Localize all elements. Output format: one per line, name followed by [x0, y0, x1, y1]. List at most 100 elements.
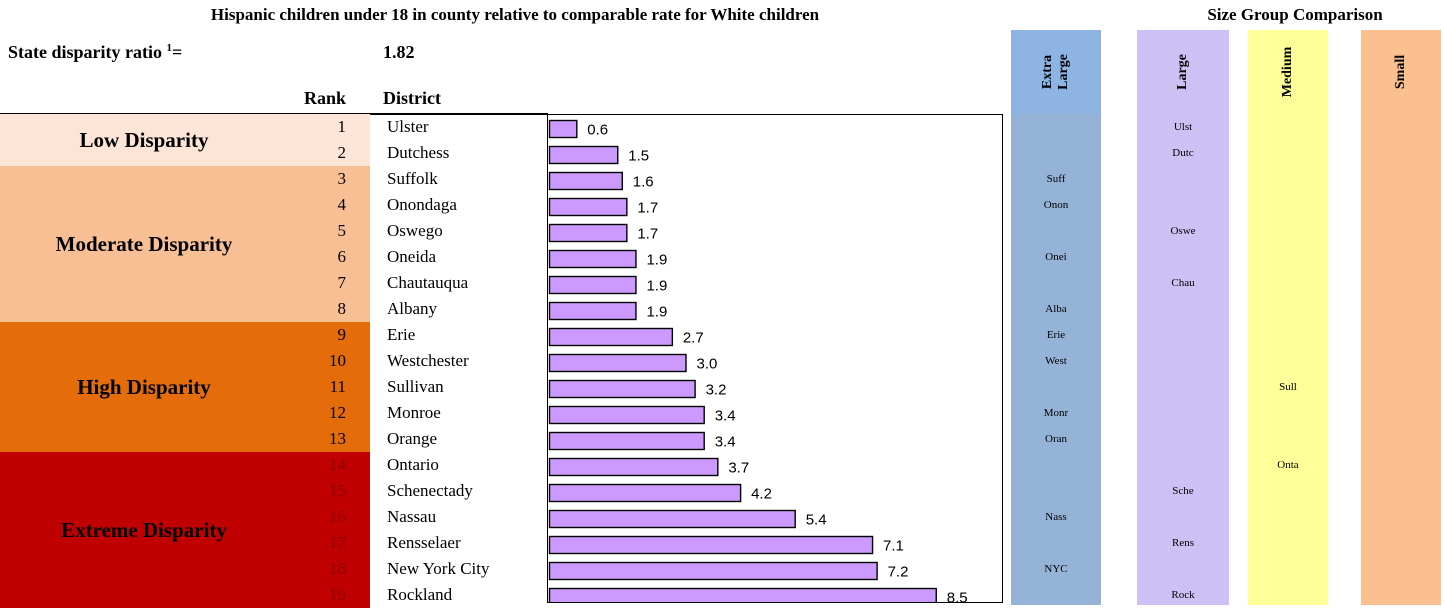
district-header: District: [383, 88, 441, 108]
size-group-entry: Nass: [1045, 511, 1067, 523]
bar-chart: 0.6 1.5 1.6 1.7 1.7 1.9 1.9 1.9 2.7 3.0 3.2 3.4 3.4 3…: [547, 114, 1003, 607]
disparity-band-2: [0, 166, 370, 322]
rank-cell: 19: [329, 585, 346, 604]
district-cell: Erie: [387, 325, 416, 344]
district-cell: Oneida: [387, 247, 437, 266]
disparity-band-label: Moderate Disparity: [55, 232, 233, 256]
state-disparity-ratio-value: 1.82: [383, 42, 415, 62]
bar-chart-svg: 0.6 1.5 1.6 1.7 1.7 1.9 1.9 1.9 2.7 3.0 3.2 3.4 3.4 3…: [548, 119, 968, 607]
bar-albany: [548, 301, 637, 321]
size-group-column-2: [1248, 30, 1328, 605]
district-cell: Onondaga: [387, 195, 457, 214]
rank-cell: 4: [337, 195, 347, 214]
bar-value-label: 1.6: [633, 174, 654, 191]
rank-cell: 14: [329, 455, 346, 474]
bar-ulster: [548, 119, 578, 139]
bar-value-label: 3.4: [715, 434, 736, 451]
district-cell: Dutchess: [387, 143, 450, 162]
bar-chautauqua: [548, 275, 637, 295]
rank-cell: 5: [337, 221, 347, 240]
size-group-label: Small: [1393, 54, 1408, 90]
district-cell: Sullivan: [387, 377, 444, 396]
bar-value-label: 5.4: [806, 512, 827, 529]
bar-value-label: 7.1: [883, 538, 904, 555]
rank-cell: 18: [329, 559, 346, 578]
size-group-entry: Rens: [1172, 537, 1194, 549]
bar-onondaga: [548, 197, 628, 217]
district-cell: Oswego: [387, 221, 443, 240]
bar-value-label: 1.9: [646, 252, 667, 269]
bar-oswego: [548, 223, 628, 243]
bar-nassau: [548, 509, 796, 529]
rank-header: Rank: [303, 88, 346, 108]
size-group-entry: Onon: [1043, 199, 1069, 211]
size-group-header: Small: [1361, 30, 1441, 114]
district-cell: Rockland: [387, 585, 453, 604]
bar-value-label: 2.7: [683, 330, 704, 347]
size-group-header: Medium: [1248, 30, 1328, 114]
district-cell: Orange: [387, 429, 438, 448]
bar-value-label: 8.5: [947, 590, 968, 603]
state-disparity-ratio-label: State disparity ratio 1=: [8, 42, 182, 63]
bar-value-label: 1.7: [637, 226, 658, 243]
district-cell: Rensselaer: [387, 533, 461, 552]
size-group-entry: Oran: [1045, 433, 1067, 445]
disparity-band-3: [0, 322, 370, 452]
size-group-entry: Erie: [1046, 329, 1066, 341]
size-group-entry: NYC: [1044, 563, 1068, 575]
bar-ontario: [548, 457, 719, 477]
bar-new-york-city: [548, 561, 878, 581]
chart-title: Hispanic children under 18 in county rel…: [210, 5, 820, 24]
size-group-label: Large: [1175, 54, 1190, 90]
bar-oneida: [548, 249, 637, 269]
rank-cell: 9: [337, 325, 347, 344]
size-group-entry: Sche: [1172, 485, 1194, 497]
rank-cell: 10: [329, 351, 346, 370]
size-group-column-0: [1011, 30, 1101, 605]
size-group-column-1: [1137, 30, 1229, 605]
rank-cell: 8: [337, 299, 347, 318]
bar-value-label: 3.2: [706, 382, 727, 399]
bar-sullivan: [548, 379, 696, 399]
size-group-header: Large: [1137, 30, 1229, 114]
bar-value-label: 3.7: [728, 460, 749, 477]
district-cell: Ontario: [387, 455, 439, 474]
bar-dutchess: [548, 145, 619, 165]
bar-value-label: 7.2: [888, 564, 909, 581]
size-group-entry: Monr: [1043, 407, 1069, 419]
bar-suffolk: [548, 171, 624, 191]
size-group-title: Size Group Comparison: [1207, 5, 1383, 24]
district-cell: Ulster: [387, 117, 429, 136]
bar-value-label: 0.6: [587, 122, 608, 139]
bar-schenectady: [548, 483, 742, 503]
bar-rensselaer: [548, 535, 874, 555]
district-cell: New York City: [387, 559, 490, 578]
district-cell: Chautauqua: [387, 273, 469, 292]
district-cell: Albany: [387, 299, 438, 318]
size-group-entry: Onei: [1045, 251, 1067, 263]
bar-monroe: [548, 405, 705, 425]
bar-rockland: [548, 587, 937, 607]
rank-cell: 17: [329, 533, 346, 552]
size-group-entry: Oswe: [1170, 225, 1196, 237]
bar-value-label: 4.2: [751, 486, 772, 503]
bar-value-label: 1.7: [637, 200, 658, 217]
size-group-entry: Ulst: [1173, 121, 1193, 133]
ratio-equals: =: [171, 42, 183, 62]
rank-cell: 6: [337, 247, 347, 266]
size-group-entry: Rock: [1171, 589, 1195, 601]
disparity-band-4: [0, 452, 370, 608]
size-group-header: Extra Large: [1011, 30, 1101, 114]
size-group-entry: West: [1045, 355, 1067, 367]
disparity-band-label: Low Disparity: [79, 128, 209, 152]
size-group-entry: Alba: [1045, 303, 1067, 315]
bar-westchester: [548, 353, 687, 373]
size-group-entry: Onta: [1277, 459, 1299, 471]
size-group-column-3: [1361, 30, 1441, 605]
disparity-band-label: Extreme Disparity: [61, 518, 227, 542]
bar-value-label: 1.9: [646, 304, 667, 321]
bar-value-label: 1.9: [646, 278, 667, 295]
rank-cell: 3: [337, 169, 347, 188]
rank-cell: 2: [337, 143, 347, 162]
ratio-label-text: State disparity ratio: [8, 42, 162, 62]
